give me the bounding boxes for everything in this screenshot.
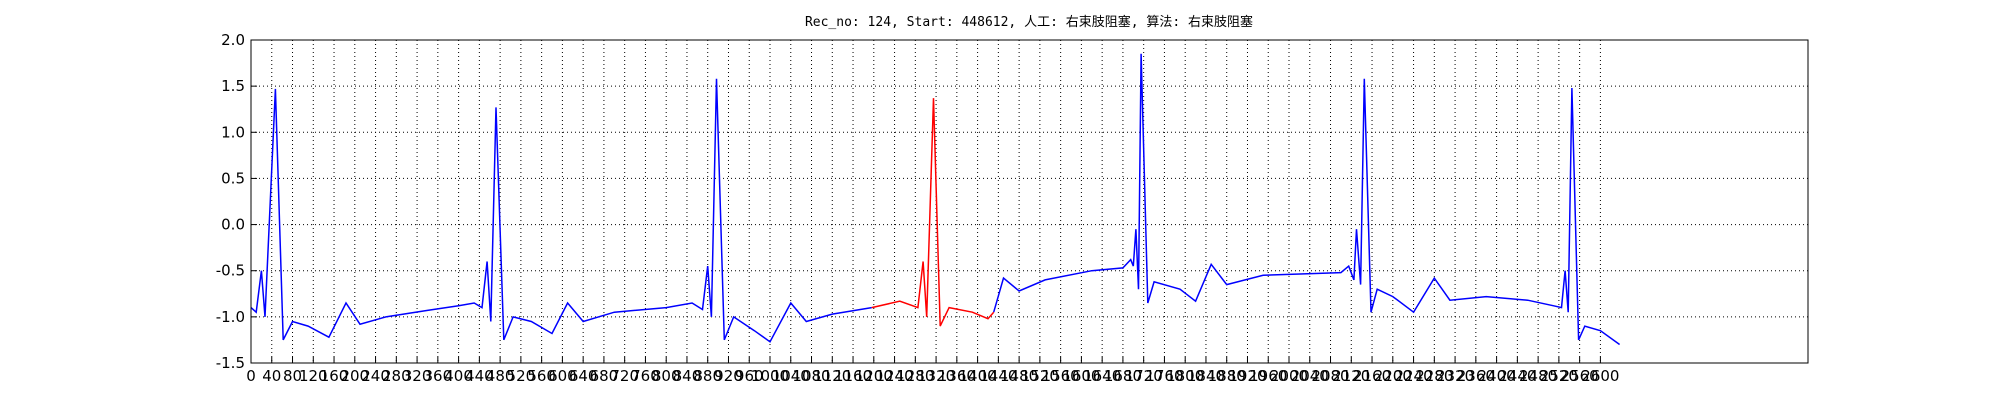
- x-tick-label: 240: [361, 367, 390, 385]
- y-tick-label: -1.5: [216, 354, 245, 372]
- x-tick-label: 0: [246, 367, 256, 385]
- x-tick-label: 2200: [1374, 367, 1412, 385]
- x-tick-label: 1000: [751, 367, 789, 385]
- x-tick-label: 2320: [1436, 367, 1474, 385]
- x-tick-label: 360: [424, 367, 453, 385]
- x-tick-label: 2360: [1457, 367, 1495, 385]
- x-tick-label: 1160: [834, 367, 872, 385]
- x-tick-label: 120: [299, 367, 328, 385]
- x-tick-label: 1200: [855, 367, 893, 385]
- x-tick-label: 1680: [1104, 367, 1142, 385]
- x-tick-label: 2560: [1561, 367, 1599, 385]
- x-tick-label: 1880: [1208, 367, 1246, 385]
- x-tick-label: 1520: [1021, 367, 1059, 385]
- x-tick-label: 1120: [813, 367, 851, 385]
- y-tick-label: 0.5: [221, 169, 245, 187]
- x-tick-label: 320: [403, 367, 432, 385]
- y-tick-label: 1.5: [221, 77, 245, 95]
- x-tick-label: 800: [652, 367, 681, 385]
- y-tick-label: -1.0: [216, 308, 245, 326]
- x-tick-label: 1840: [1187, 367, 1225, 385]
- x-tick-label: 640: [569, 367, 598, 385]
- x-tick-label: 160: [320, 367, 349, 385]
- x-tick-label: 1720: [1125, 367, 1163, 385]
- x-tick-label: 280: [382, 367, 411, 385]
- x-tick-label: 560: [527, 367, 556, 385]
- x-tick-label: 40: [262, 367, 281, 385]
- x-tick-label: 200: [340, 367, 369, 385]
- x-tick-label: 1400: [959, 367, 997, 385]
- x-tick-label: 1920: [1228, 367, 1266, 385]
- x-tick-label: 2080: [1311, 367, 1349, 385]
- x-tick-label: 2160: [1353, 367, 1391, 385]
- x-tick-label: 2520: [1540, 367, 1578, 385]
- x-tick-label: 440: [465, 367, 494, 385]
- x-tick-label: 1040: [772, 367, 810, 385]
- ecg-line: [250, 53, 1621, 346]
- x-tick-label: 480: [486, 367, 515, 385]
- x-tick-label: 2280: [1415, 367, 1453, 385]
- x-tick-label: 400: [444, 367, 473, 385]
- x-tick-label: 760: [631, 367, 660, 385]
- x-tick-label: 2440: [1498, 367, 1536, 385]
- y-tick-label: 1.0: [221, 123, 245, 141]
- chart-title: Rec_no: 124, Start: 448612, 人工: 右束肢阻塞, 算…: [805, 14, 1253, 30]
- plot-frame: [250, 39, 1809, 364]
- x-tick-label: 1440: [979, 367, 1017, 385]
- x-tick-label: 2240: [1394, 367, 1432, 385]
- x-tick-label: 2040: [1291, 367, 1329, 385]
- x-tick-label: 1760: [1145, 367, 1183, 385]
- x-tick-label: 520: [507, 367, 536, 385]
- x-tick-label: 2000: [1270, 367, 1308, 385]
- x-tick-label: 1280: [896, 367, 934, 385]
- ecg-line: [871, 98, 995, 327]
- x-tick-label: 1240: [875, 367, 913, 385]
- x-tick-label: 960: [735, 367, 764, 385]
- x-tick-label: 1600: [1062, 367, 1100, 385]
- x-tick-label: 1960: [1249, 367, 1287, 385]
- x-tick-label: 2400: [1478, 367, 1516, 385]
- x-tick-label: 1800: [1166, 367, 1204, 385]
- y-tick-label: 2.0: [221, 31, 245, 49]
- x-tick-label: 1640: [1083, 367, 1121, 385]
- y-tick-label: -0.5: [216, 262, 245, 280]
- x-tick-label: 680: [590, 367, 619, 385]
- x-tick-label: 920: [714, 367, 743, 385]
- x-tick-label: 720: [610, 367, 639, 385]
- x-tick-label: 1080: [792, 367, 830, 385]
- x-tick-label: 80: [283, 367, 302, 385]
- x-tick-label: 2120: [1332, 367, 1370, 385]
- x-tick-label: 1480: [1000, 367, 1038, 385]
- x-tick-label: 600: [548, 367, 577, 385]
- x-tick-label: 1320: [917, 367, 955, 385]
- x-tick-label: 2600: [1581, 367, 1619, 385]
- x-tick-label: 1360: [938, 367, 976, 385]
- x-tick-label: 880: [693, 367, 722, 385]
- y-tick-label: 0.0: [221, 216, 245, 234]
- x-tick-label: 1560: [1042, 367, 1080, 385]
- x-tick-label: 840: [673, 367, 702, 385]
- x-tick-label: 2480: [1519, 367, 1557, 385]
